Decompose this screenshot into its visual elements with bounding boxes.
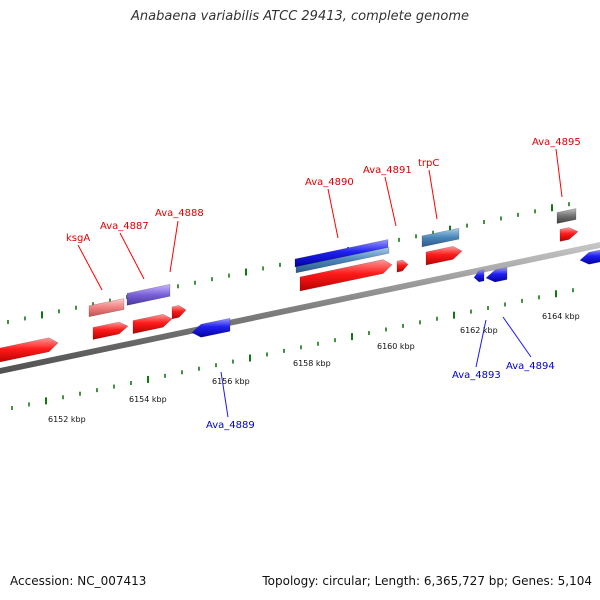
gene-feature: [88, 298, 125, 318]
leader-line: [77, 244, 103, 291]
leader-line: [502, 316, 532, 358]
leader-line: [169, 220, 179, 273]
scale-label: 6160 kbp: [377, 342, 415, 351]
leader-line: [475, 319, 487, 368]
label-leader-lines: [77, 148, 563, 418]
gene-feature: [295, 246, 390, 274]
scale-label: 6154 kbp: [129, 395, 167, 404]
gene-arrow: [191, 317, 231, 338]
gene-label: Ava_4893: [452, 370, 501, 381]
gene-arrow: [0, 337, 59, 363]
scale-label: 6152 kbp: [48, 415, 86, 424]
gene-feature: [556, 208, 577, 224]
gene-feature: [421, 227, 460, 248]
gene-label: Ava_4891: [363, 165, 412, 176]
gene-arrow: [485, 267, 508, 283]
genome-stats-text: Topology: circular; Length: 6,365,727 bp…: [262, 574, 592, 588]
gene-arrow: [299, 259, 393, 292]
accession-text: Accession: NC_007413: [10, 574, 147, 588]
leader-line: [119, 232, 145, 280]
gene-label: Ava_4889: [206, 420, 255, 431]
gene-arrow: [473, 269, 485, 283]
leader-line: [220, 371, 229, 418]
gene-arrow: [559, 227, 579, 242]
gene-arrow: [171, 305, 187, 320]
scale-labels: 6152 kbp 6154 kbp 6156 kbp 6158 kbp 6160 kbp…: [48, 312, 580, 424]
scale-label: 6162 kbp: [460, 326, 498, 335]
gene-label: Ava_4895: [532, 137, 581, 148]
scale-label: 6158 kbp: [293, 359, 331, 368]
leader-line: [555, 148, 563, 198]
gene-arrow: [396, 259, 409, 273]
gene-label: Ava_4887: [100, 221, 149, 232]
genome-backbone: [0, 242, 600, 374]
gene-label: ksgA: [66, 233, 90, 244]
genome-title: Anabaena variabilis ATCC 29413, complete…: [131, 9, 469, 24]
scale-label: 6164 kbp: [542, 312, 580, 321]
leader-line: [384, 176, 397, 227]
gene-arrow: [92, 321, 129, 340]
leader-line: [428, 169, 438, 220]
gene-labels: ksgA Ava_4887 Ava_4888 Ava_4890 Ava_4891 trpC…: [66, 137, 581, 431]
scale-label: 6156 kbp: [212, 377, 250, 386]
gene-arrow: [579, 249, 600, 265]
gene-label: Ava_4894: [506, 361, 555, 372]
gene-label: Ava_4888: [155, 208, 204, 219]
leader-line: [327, 188, 339, 239]
gene-features: [0, 208, 600, 363]
gene-label: trpC: [418, 158, 439, 169]
gene-feature: [126, 283, 171, 306]
gene-label: Ava_4890: [305, 177, 354, 188]
gene-arrow: [132, 313, 173, 334]
gene-arrow: [425, 246, 463, 266]
